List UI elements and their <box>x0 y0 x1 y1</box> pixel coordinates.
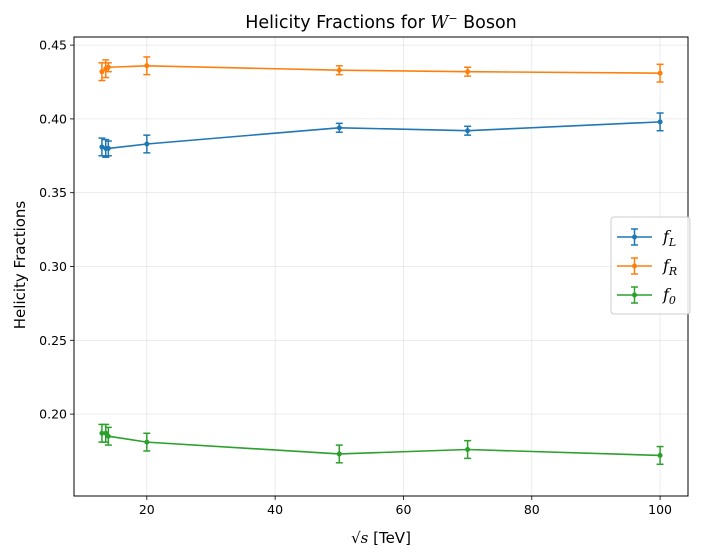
x-tick-label: 20 <box>139 502 155 517</box>
y-gridlines <box>74 44 688 415</box>
x-tick-label: 100 <box>648 502 672 517</box>
y-tick-label: 0.35 <box>39 185 67 200</box>
legend-label: f0 <box>662 285 676 307</box>
data-point <box>465 128 471 134</box>
legend-label: fR <box>662 256 677 278</box>
data-point <box>336 451 342 457</box>
y-tick-label: 0.30 <box>39 259 67 274</box>
x-tick-label: 40 <box>267 502 283 517</box>
data-point <box>657 70 663 76</box>
data-point <box>657 452 663 458</box>
y-tick-label: 0.40 <box>39 111 67 126</box>
series-L <box>98 112 664 159</box>
data-point <box>144 63 150 69</box>
legend-entry-L: fL <box>617 227 676 249</box>
legend-marker <box>632 263 637 269</box>
x-tick-label: 60 <box>396 502 412 517</box>
legend-label: fL <box>662 227 676 249</box>
legend-marker <box>632 234 637 240</box>
legend-entry-R: fR <box>617 256 677 278</box>
x-axis-label: √s [TeV] <box>351 529 411 547</box>
y-axis-ticks: 0.20 0.25 0.30 0.35 0.40 0.45 <box>39 38 74 422</box>
data-point <box>465 447 471 453</box>
data-point <box>99 69 105 75</box>
series-line <box>101 432 661 457</box>
data-point <box>99 430 105 436</box>
series-0 <box>98 423 664 466</box>
y-tick-label: 0.25 <box>39 333 67 348</box>
series-layer <box>98 56 664 466</box>
y-axis-label: Helicity Fractions <box>11 201 29 330</box>
data-point <box>657 119 663 125</box>
data-point <box>99 144 105 150</box>
data-point <box>336 125 342 131</box>
x-tick-label: 80 <box>524 502 540 517</box>
data-point <box>336 67 342 73</box>
data-point <box>105 145 111 151</box>
data-point <box>144 439 150 445</box>
data-point <box>465 69 471 75</box>
legend-entry-0: f0 <box>617 285 676 307</box>
data-point <box>105 433 111 439</box>
legend: fL fR f0 <box>610 216 691 315</box>
series-line <box>101 121 661 150</box>
series-R <box>98 56 664 83</box>
data-point <box>105 64 111 70</box>
series-line <box>101 64 661 74</box>
y-tick-label: 0.45 <box>39 38 67 53</box>
x-axis-ticks: 20 40 60 80 100 <box>139 496 672 517</box>
y-tick-label: 0.20 <box>39 407 67 422</box>
chart-title: Helicity Fractions for W− Boson <box>245 12 517 34</box>
legend-marker <box>632 292 637 298</box>
data-point <box>144 141 150 147</box>
